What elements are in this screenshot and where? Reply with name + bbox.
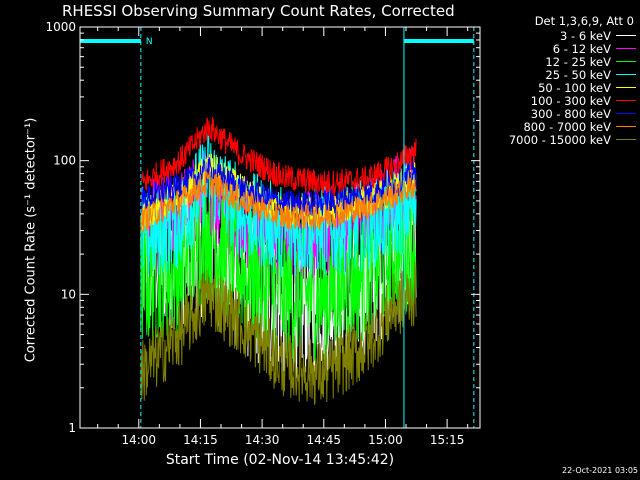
legend-entries: 3 - 6 keV 6 - 12 keV 12 - 25 keV 25 - 50 ke… [484,28,638,147]
series-line-6 [140,157,417,217]
plot-frame [79,26,481,429]
x-tick-label: 15:15 [430,433,465,447]
legend-swatch [616,86,636,89]
x-axis-label: Start Time (02-Nov-14 13:45:42) [165,452,395,468]
y-tick-label: 1 [68,421,76,435]
legend-title: Det 1,3,6,9, Att 0 [534,14,634,28]
legend-entry-label: 50 - 100 keV [538,80,611,95]
axis-ticks [80,27,480,429]
legend-swatch [616,60,636,63]
y-tick-label: 100 [53,154,76,168]
legend-entry: 50 - 100 keV [484,80,638,95]
legend-swatch [616,138,636,141]
legend-entry: 3 - 6 keV [484,28,638,43]
legend-entry-label: 100 - 300 keV [530,93,611,108]
night-flag-label: N [146,37,153,47]
chart-title: RHESSI Observing Summary Count Rates, Co… [62,2,455,20]
legend-entry-label: 12 - 25 keV [545,54,611,69]
y-tick-label: 10 [61,287,76,301]
legend: Det 1,3,6,9, Att 0 3 - 6 keV 6 - 12 keV 12… [484,14,638,147]
legend-entry: 6 - 12 keV [484,41,638,56]
legend-entry-label: 6 - 12 keV [552,41,611,56]
legend-entry-label: 7000 - 15000 keV [508,132,611,147]
legend-entry: 800 - 7000 keV [484,119,638,134]
legend-swatch [616,99,636,102]
x-tick-label: 15:00 [368,433,403,447]
legend-swatch [616,112,636,115]
legend-entry-label: 3 - 6 keV [560,28,611,43]
plot-lines [140,117,417,405]
axis-tick-labels: 14:00 14:15 14:30 14:45 15:00 15:15 1 10 100 1000 [45,20,464,447]
legend-entry: 12 - 25 keV [484,54,638,69]
legend-entry-label: 25 - 50 keV [545,67,611,82]
y-axis-label: Corrected Count Rate (s⁻¹ detector⁻¹) [23,117,39,363]
legend-swatch [616,34,636,37]
legend-entry: 300 - 800 keV [484,106,638,121]
legend-swatch [616,47,636,50]
y-tick-label: 1000 [45,20,76,34]
timestamp: 22-Oct-2021 03:05 [562,466,638,475]
series-line-8 [140,261,417,405]
legend-entry: 7000 - 15000 keV [484,132,638,147]
x-tick-label: 14:15 [183,433,218,447]
x-tick-label: 14:00 [121,433,156,447]
x-tick-label: 14:45 [306,433,341,447]
legend-swatch [616,73,636,76]
legend-entry: 25 - 50 keV [484,67,638,82]
legend-entry-label: 800 - 7000 keV [523,119,611,134]
x-tick-label: 14:30 [245,433,280,447]
legend-swatch [616,125,636,128]
legend-entry-label: 300 - 800 keV [530,106,611,121]
series-line-3 [140,133,417,277]
legend-entry: 100 - 300 keV [484,93,638,108]
series-line-7 [140,171,417,233]
